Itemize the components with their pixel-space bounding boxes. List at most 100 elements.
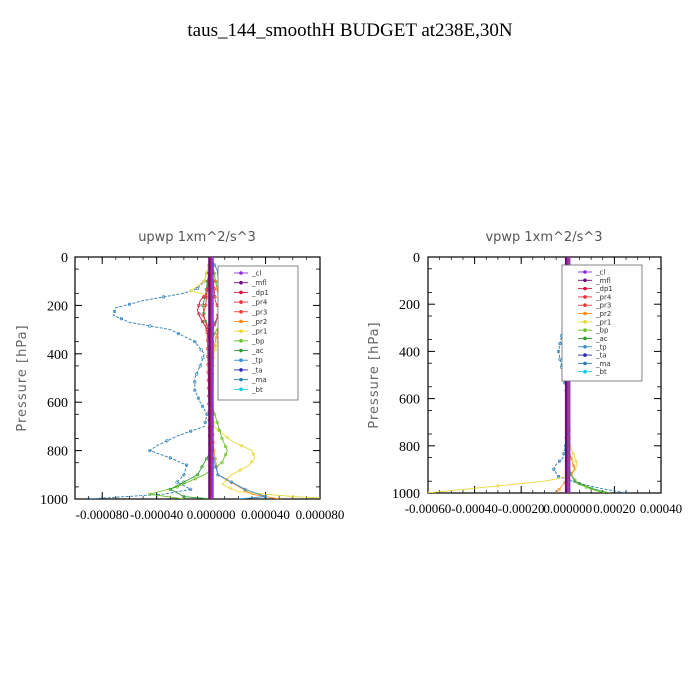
series-point [198, 364, 202, 368]
series-point [175, 480, 179, 484]
series-point [243, 487, 247, 491]
legend-label: _pr3 [595, 302, 611, 310]
series-point [200, 465, 204, 469]
legend-label: _cl [595, 269, 605, 277]
legend-marker [239, 271, 243, 275]
series-point [251, 452, 255, 456]
series-point [202, 295, 206, 299]
series-point [195, 372, 199, 376]
series-point [264, 495, 268, 499]
series-point [558, 341, 562, 346]
series-point [214, 280, 218, 284]
y-axis-label: Pressure [hPa] [15, 324, 30, 431]
y-tick-label: 200 [399, 298, 420, 313]
series-point [189, 429, 193, 433]
legend-marker [583, 344, 587, 349]
series-point [571, 452, 575, 456]
legend-label: _ac [251, 347, 264, 355]
series-point [200, 319, 205, 324]
series-point [127, 302, 131, 306]
legend-marker [583, 286, 587, 291]
series-point [205, 295, 209, 299]
series-point [200, 404, 205, 408]
x-tick-label: -0.000080 [76, 507, 129, 522]
series-point [220, 436, 224, 441]
y-tick-label: 800 [47, 445, 68, 460]
y-tick-label: 400 [399, 345, 420, 360]
y-tick-label: 200 [47, 299, 68, 314]
legend-label: _bp [595, 327, 609, 335]
legend-label: _ma [251, 376, 267, 384]
series-point [496, 484, 500, 488]
legend-label: _pr1 [595, 318, 611, 326]
series-point [229, 480, 234, 484]
series-point [182, 495, 186, 499]
y-tick-label: 0 [413, 251, 420, 266]
series-point [557, 487, 561, 492]
y-tick-label: 0 [61, 251, 68, 266]
legend-box [217, 265, 299, 401]
legend-label: _tp [251, 357, 263, 365]
series-point [176, 332, 180, 336]
legend-marker [239, 377, 243, 382]
series-point [214, 465, 218, 469]
series-point [214, 336, 218, 340]
legend-marker [583, 278, 587, 283]
series-point [201, 356, 205, 360]
y-tick-label: 600 [47, 396, 68, 411]
series-point [161, 295, 166, 299]
y-tick-label: 600 [399, 393, 420, 408]
legend-marker [239, 348, 243, 353]
legend-label: _ta [595, 352, 607, 360]
series-line-ac [169, 257, 212, 499]
series-point [148, 449, 152, 453]
legend-label: _pr1 [251, 328, 267, 336]
legend-marker [239, 319, 243, 324]
figure-title: taus_144_smoothH BUDGET at238E,30N [187, 20, 513, 41]
legend-label: _pr3 [251, 308, 267, 316]
series-point [182, 480, 186, 484]
legend-label: _pr2 [595, 310, 611, 318]
series-point [603, 491, 607, 493]
series-point [228, 486, 232, 490]
y-tick-label: 800 [399, 440, 420, 455]
legend-marker [583, 369, 587, 374]
legend-label: _mfl [595, 277, 611, 285]
series-point [168, 487, 172, 491]
legend-marker [239, 339, 243, 343]
series-point [197, 312, 201, 316]
series-point [201, 313, 205, 317]
series-point [199, 348, 203, 352]
series-point [185, 463, 189, 467]
series-point [556, 349, 561, 354]
series-point [552, 467, 556, 472]
legend-box [561, 264, 643, 382]
panel-title: upwp 1xm^2/s^3 [138, 230, 256, 245]
legend-label: _pr4 [595, 293, 612, 301]
legend-marker [583, 361, 587, 366]
panel-title: vpwp 1xm^2/s^3 [485, 230, 602, 245]
series-point [182, 473, 186, 477]
x-tick-label: 0.00020 [593, 501, 635, 516]
legend-marker [239, 309, 243, 314]
x-tick-label: -0.00060 [405, 501, 452, 516]
series-point [291, 495, 295, 499]
series-point [573, 478, 577, 482]
y-tick-label: 400 [47, 348, 68, 363]
series-point [220, 461, 224, 465]
series-point [215, 420, 219, 425]
legend-marker [239, 387, 243, 392]
x-tick-label: 0.000040 [241, 507, 290, 522]
series-line-pr1 [428, 257, 578, 493]
series-point [196, 396, 200, 400]
x-tick-label: -0.00040 [451, 501, 498, 516]
series-point [193, 477, 197, 481]
legend-label: _dp1 [251, 289, 269, 297]
series-point [205, 457, 209, 461]
series-point [224, 445, 228, 449]
y-tick-label: 1000 [392, 487, 420, 502]
series-point [202, 279, 206, 283]
x-tick-label: -0.00020 [498, 501, 545, 516]
legend-marker [239, 280, 243, 285]
